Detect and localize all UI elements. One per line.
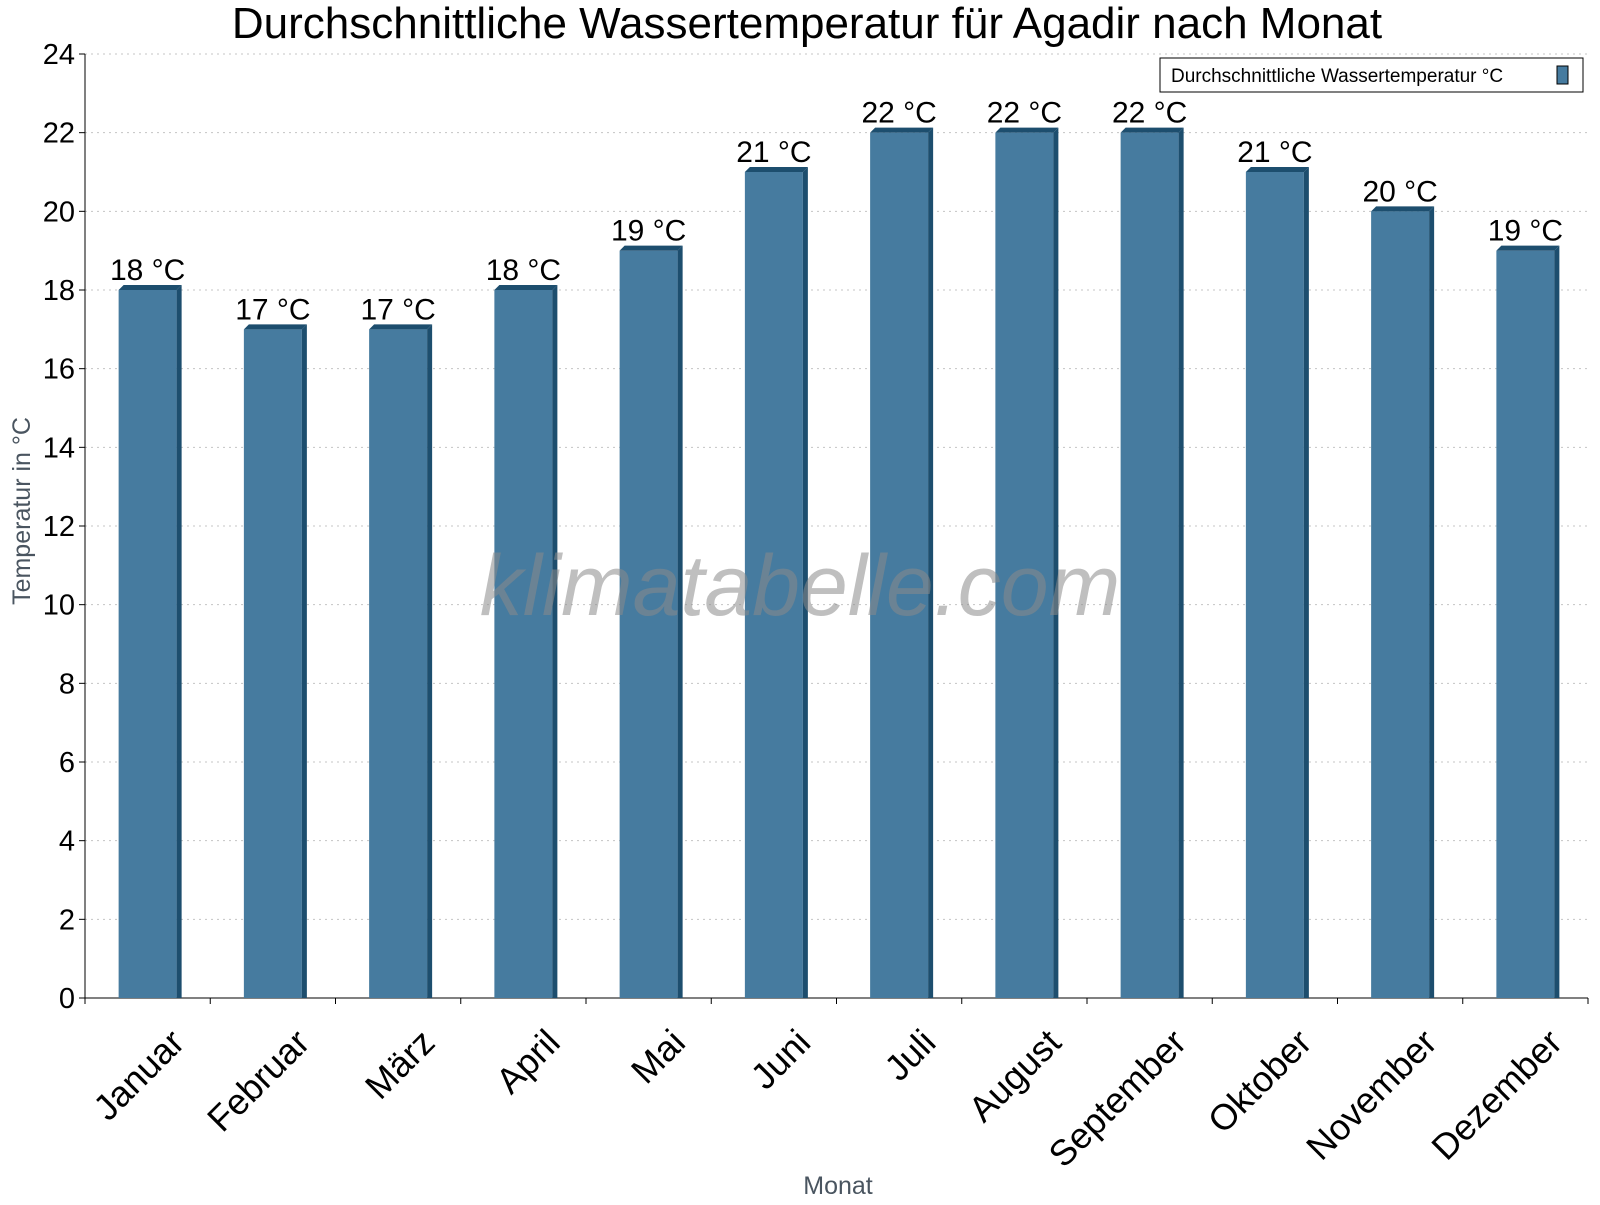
bar-side [1178, 127, 1184, 998]
x-tick-label: Juli [876, 1021, 943, 1088]
legend-box [1159, 57, 1584, 93]
data-label: 18 °C [486, 254, 561, 287]
x-tick-label: Dezember [1423, 1021, 1569, 1167]
bar-side [677, 245, 683, 998]
x-tick-label: April [488, 1021, 568, 1101]
bar-top [995, 127, 1059, 133]
bar-top [870, 127, 934, 133]
y-tick-label: 2 [59, 904, 75, 936]
y-tick-label: 0 [59, 983, 75, 1015]
y-tick-label: 12 [43, 511, 75, 543]
legend-label: Durchschnittliche Wassertemperatur °C [1171, 66, 1503, 87]
data-label: 17 °C [235, 293, 310, 326]
bar-side [1429, 206, 1435, 999]
bar [494, 290, 553, 998]
data-label: 21 °C [736, 136, 811, 169]
y-tick-label: 4 [59, 826, 75, 858]
bar-top [118, 285, 182, 290]
bar [1245, 172, 1304, 998]
bars [118, 127, 1560, 999]
y-tick-label: 18 [43, 275, 75, 307]
bar [744, 172, 803, 998]
bar [870, 132, 929, 998]
bar-side [427, 324, 433, 998]
legend-swatch [1556, 65, 1569, 85]
data-label: 19 °C [1488, 215, 1563, 248]
bar [1496, 250, 1555, 998]
data-labels: 18 °C 17 °C 17 °C 18 °C 19 °C 21 °C 22 °C 22 °C… [110, 97, 1563, 327]
bar-side [802, 167, 808, 998]
x-axis-ticks: Januar Februar März April Mai Juni Juli AugustS… [84, 998, 1589, 1175]
x-tick-label: September [1040, 1021, 1194, 1175]
bar-top [1120, 127, 1184, 133]
data-label: 17 °C [360, 293, 435, 326]
bar-top [744, 167, 808, 172]
data-label: 18 °C [110, 254, 185, 287]
bar-top [1371, 206, 1435, 212]
bar [995, 132, 1054, 998]
legend: Durchschnittliche Wassertemperatur °C [1159, 57, 1584, 93]
x-tick-label: Februar [199, 1021, 317, 1139]
data-label: 22 °C [987, 97, 1062, 130]
bar-top [243, 324, 307, 330]
y-tick-label: 16 [43, 354, 75, 386]
bar-top [619, 245, 683, 251]
bar [1371, 211, 1430, 999]
data-label: 22 °C [861, 97, 936, 130]
bar [369, 329, 428, 998]
data-label: 21 °C [1237, 136, 1312, 169]
bar-side [301, 324, 307, 998]
x-tick-label: Januar [85, 1021, 192, 1128]
bar [243, 329, 302, 998]
x-tick-label: August [960, 1021, 1068, 1129]
bar-side [1554, 245, 1560, 998]
x-tick-label: Juni [743, 1021, 819, 1097]
watermark: klimatabelle.com [480, 538, 1120, 634]
bar-side [928, 127, 934, 998]
y-tick-label: 6 [59, 747, 75, 779]
y-tick-label: 14 [43, 432, 75, 464]
bar [619, 250, 678, 998]
y-tick-label: 22 [43, 118, 75, 150]
y-tick-label: 24 [43, 39, 75, 71]
x-tick-label: November [1298, 1021, 1444, 1167]
y-tick-label: 8 [59, 668, 75, 700]
data-label: 20 °C [1362, 175, 1437, 208]
gridlines [85, 53, 1588, 920]
x-tick-label: Mai [623, 1021, 693, 1091]
bar-side [552, 285, 558, 998]
y-axis-label: Temperatur in °C [8, 417, 36, 605]
y-tick-label: 10 [43, 590, 75, 622]
bar-top [494, 285, 558, 290]
bar-side [176, 285, 182, 998]
bar [1120, 132, 1179, 998]
bar-side [1053, 127, 1059, 998]
bar-top [1245, 167, 1309, 172]
bar-top [1496, 245, 1560, 251]
bar-side [1303, 167, 1309, 998]
data-label: 22 °C [1112, 97, 1187, 130]
bar-top [369, 324, 433, 330]
x-tick-label: Oktober [1200, 1021, 1320, 1141]
y-tick-label: 20 [43, 196, 75, 228]
x-tick-label: März [357, 1021, 443, 1107]
bar [118, 290, 177, 998]
data-label: 19 °C [611, 215, 686, 248]
x-axis-label: Monat [803, 1172, 873, 1200]
chart-title: Durchschnittliche Wassertemperatur für A… [232, 0, 1382, 48]
